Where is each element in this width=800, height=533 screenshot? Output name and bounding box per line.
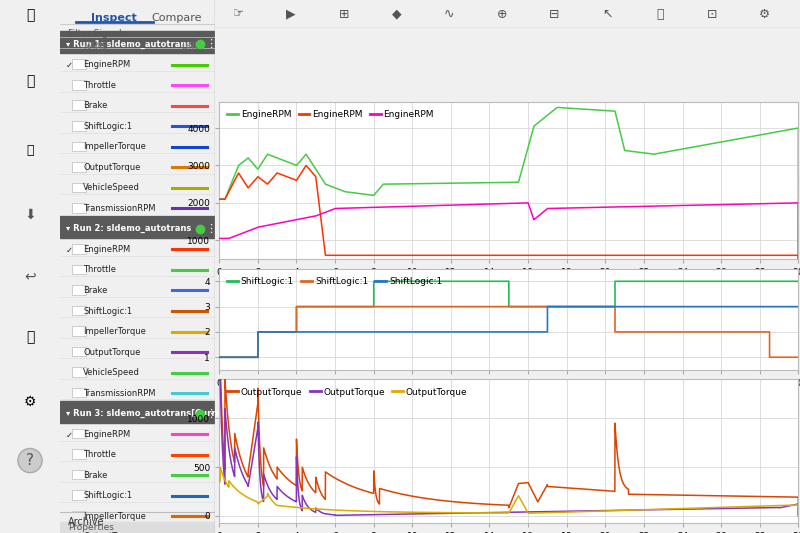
Text: ☞: ☞ xyxy=(233,7,244,21)
Text: EngineRPM: EngineRPM xyxy=(83,60,130,69)
Text: ShiftLogic:1: ShiftLogic:1 xyxy=(83,122,133,131)
Text: ⤢: ⤢ xyxy=(656,7,663,21)
Text: 🔍: 🔍 xyxy=(26,8,34,22)
Text: 📄: 📄 xyxy=(26,330,34,344)
Text: VehicleSpeed: VehicleSpeed xyxy=(83,183,140,192)
Bar xyxy=(73,121,86,131)
Text: Compare: Compare xyxy=(151,13,202,23)
Text: OutputTorque: OutputTorque xyxy=(83,348,141,357)
Text: ⚙: ⚙ xyxy=(759,7,770,21)
Text: ShiftLogic:1: ShiftLogic:1 xyxy=(83,306,133,316)
Bar xyxy=(73,59,86,69)
Text: 📁: 📁 xyxy=(26,75,34,88)
Bar xyxy=(73,490,86,500)
Text: ◆: ◆ xyxy=(392,7,402,21)
Bar xyxy=(73,264,86,274)
Bar xyxy=(60,512,215,533)
Text: ⊞: ⊞ xyxy=(338,7,349,21)
Bar xyxy=(73,244,86,254)
Bar xyxy=(73,346,86,356)
Text: ⬇: ⬇ xyxy=(24,208,36,222)
Text: Throttle: Throttle xyxy=(83,81,116,90)
Bar xyxy=(73,387,86,397)
Bar xyxy=(73,100,86,110)
Text: ∿: ∿ xyxy=(444,7,454,21)
Text: ✓: ✓ xyxy=(66,61,74,70)
Bar xyxy=(73,367,86,377)
Bar xyxy=(73,203,86,213)
Bar xyxy=(60,31,215,53)
Text: ⋮: ⋮ xyxy=(205,409,216,418)
Bar xyxy=(73,162,86,172)
Bar xyxy=(73,80,86,90)
Text: TransmissionRPM: TransmissionRPM xyxy=(83,389,156,398)
Text: TransmissionRPM: TransmissionRPM xyxy=(83,204,156,213)
Bar xyxy=(73,285,86,295)
Bar xyxy=(73,429,86,438)
Bar xyxy=(60,400,215,423)
Legend: EngineRPM, EngineRPM, EngineRPM: EngineRPM, EngineRPM, EngineRPM xyxy=(224,106,438,123)
Text: OutputTorque: OutputTorque xyxy=(83,163,141,172)
Text: ImpellerTorque: ImpellerTorque xyxy=(83,327,146,336)
Text: ?: ? xyxy=(26,453,34,468)
Text: NAME: NAME xyxy=(83,42,108,51)
Text: ⊕: ⊕ xyxy=(497,7,507,21)
Text: Inspect: Inspect xyxy=(91,13,137,23)
Text: VehicleSpeed: VehicleSpeed xyxy=(83,368,140,377)
Text: ImpellerTorque: ImpellerTorque xyxy=(83,512,146,521)
Text: ✓: ✓ xyxy=(66,431,74,440)
Text: ▾ Run 3: sldemo_autotrans[Current]: ▾ Run 3: sldemo_autotrans[Current] xyxy=(66,409,235,418)
Text: EngineRPM: EngineRPM xyxy=(83,245,130,254)
Text: ↖: ↖ xyxy=(602,7,612,21)
Text: ⚙: ⚙ xyxy=(24,394,36,408)
Text: Brake: Brake xyxy=(83,471,108,480)
Bar xyxy=(73,470,86,479)
Text: Throttle: Throttle xyxy=(83,450,116,459)
Legend: ShiftLogic:1, ShiftLogic:1, ShiftLogic:1: ShiftLogic:1, ShiftLogic:1, ShiftLogic:1 xyxy=(224,273,446,289)
Text: ▶: ▶ xyxy=(286,7,296,21)
Text: ShiftLogic:1: ShiftLogic:1 xyxy=(83,491,133,500)
Bar xyxy=(73,182,86,192)
Bar xyxy=(73,326,86,336)
Text: 💾: 💾 xyxy=(26,144,34,157)
Text: Brake: Brake xyxy=(83,101,108,110)
Text: Throttle: Throttle xyxy=(83,265,116,274)
Text: OutputTorque: OutputTorque xyxy=(83,532,141,533)
Text: EngineRPM: EngineRPM xyxy=(83,430,130,439)
Text: ✓: ✓ xyxy=(66,246,74,255)
Text: Brake: Brake xyxy=(83,286,108,295)
Text: ⋮: ⋮ xyxy=(205,224,216,234)
Text: Filter Signals: Filter Signals xyxy=(68,29,126,38)
Text: ⋮: ⋮ xyxy=(205,39,216,49)
Bar xyxy=(73,449,86,459)
Text: ▾ Run 2: sldemo_autotrans: ▾ Run 2: sldemo_autotrans xyxy=(66,224,191,233)
Text: ⊡: ⊡ xyxy=(707,7,718,21)
Bar xyxy=(73,511,86,520)
Text: Properties: Properties xyxy=(68,523,114,532)
Text: ↩: ↩ xyxy=(24,269,36,283)
Text: LINE: LINE xyxy=(181,42,200,51)
Bar xyxy=(60,216,215,238)
Bar xyxy=(73,141,86,151)
Bar xyxy=(73,305,86,315)
Legend: OutputTorque, OutputTorque, OutputTorque: OutputTorque, OutputTorque, OutputTorque xyxy=(224,384,471,400)
Bar xyxy=(60,522,215,533)
Bar xyxy=(73,531,86,533)
Text: ⊟: ⊟ xyxy=(549,7,560,21)
Text: Archive: Archive xyxy=(68,518,104,527)
Text: ▾ Run 1: sldemo_autotrans: ▾ Run 1: sldemo_autotrans xyxy=(66,39,191,49)
Text: ImpellerTorque: ImpellerTorque xyxy=(83,142,146,151)
